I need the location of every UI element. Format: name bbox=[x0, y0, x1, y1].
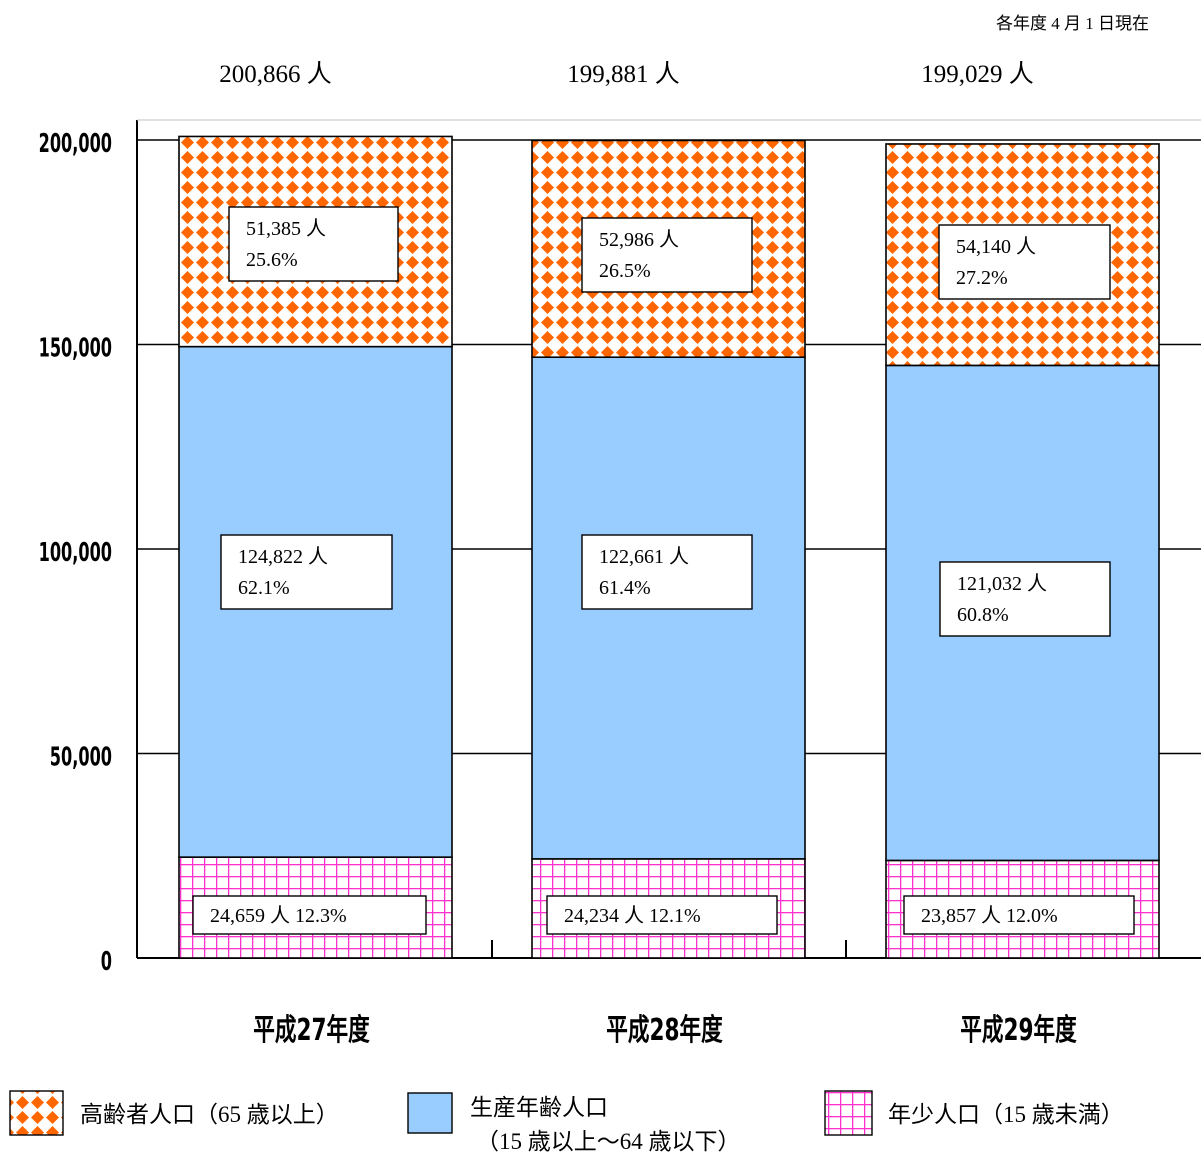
date-note: 各年度 4 月 1 日現在 bbox=[996, 14, 1149, 33]
data-label-box bbox=[192, 895, 427, 935]
x-category-label: 平成27年度 bbox=[253, 1012, 370, 1048]
y-tick-label: 50,000 bbox=[50, 743, 112, 773]
data-label-count: 122,661 人 bbox=[599, 545, 689, 568]
data-label: 24,234 人 12.1% bbox=[564, 904, 701, 927]
data-label-box bbox=[228, 206, 399, 282]
data-label-percent: 62.1% bbox=[238, 577, 290, 599]
data-label-count: 51,385 人 bbox=[246, 217, 326, 240]
data-label-box bbox=[546, 895, 778, 935]
data-label-count: 124,822 人 bbox=[238, 545, 328, 568]
legend-label: 年少人口（15 歳未満） bbox=[888, 1102, 1124, 1127]
total-label: 199,029 人 bbox=[921, 61, 1034, 88]
data-label-count: 52,986 人 bbox=[599, 228, 679, 251]
data-label-count: 54,140 人 bbox=[956, 235, 1036, 258]
data-label-box bbox=[938, 224, 1111, 300]
x-category-label: 平成29年度 bbox=[960, 1012, 1077, 1048]
y-tick-label: 100,000 bbox=[39, 538, 112, 568]
data-label: 24,659 人 12.3% bbox=[210, 904, 347, 927]
data-label-box bbox=[581, 534, 753, 610]
y-tick-label: 0 bbox=[101, 947, 112, 977]
x-category-label: 平成28年度 bbox=[606, 1012, 723, 1048]
data-label-percent: 61.4% bbox=[599, 577, 651, 599]
total-label: 200,866 人 bbox=[219, 61, 332, 88]
y-tick-label: 150,000 bbox=[39, 334, 112, 364]
legend-swatch bbox=[9, 1090, 64, 1136]
legend-label: 生産年齢人口 bbox=[470, 1095, 608, 1120]
data-label-box bbox=[939, 561, 1111, 637]
data-label-box bbox=[581, 217, 753, 293]
legend-label: 高齢者人口（65 歳以上） bbox=[80, 1102, 339, 1127]
y-tick-label: 200,000 bbox=[39, 129, 112, 159]
total-label: 199,881 人 bbox=[567, 61, 680, 88]
data-label-percent: 26.5% bbox=[599, 260, 651, 282]
legend-swatch bbox=[407, 1092, 453, 1134]
data-label-percent: 25.6% bbox=[246, 249, 298, 271]
data-label-box bbox=[903, 895, 1135, 935]
data-label-box bbox=[220, 534, 393, 610]
data-label: 23,857 人 12.0% bbox=[921, 904, 1058, 927]
data-label-percent: 27.2% bbox=[956, 267, 1008, 289]
legend-label-line2: （15 歳以上～64 歳以下） bbox=[476, 1129, 741, 1154]
data-label-percent: 60.8% bbox=[957, 604, 1009, 626]
data-label-count: 121,032 人 bbox=[957, 572, 1047, 595]
legend-swatch bbox=[824, 1090, 873, 1136]
